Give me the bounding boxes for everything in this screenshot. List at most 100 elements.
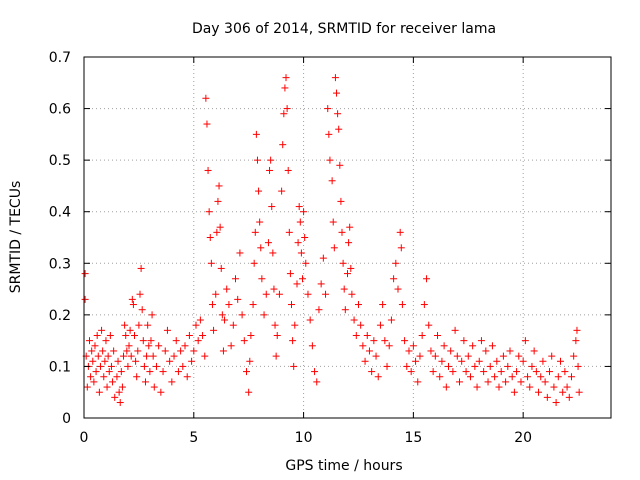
data-point xyxy=(572,337,580,345)
data-point xyxy=(574,362,582,370)
data-point xyxy=(352,331,360,339)
data-point xyxy=(403,362,411,370)
data-point xyxy=(499,352,507,360)
data-point xyxy=(429,368,437,376)
x-tick-label: 20 xyxy=(514,430,532,446)
data-point xyxy=(280,110,288,118)
data-point xyxy=(89,357,97,365)
data-point xyxy=(521,337,529,345)
data-point xyxy=(508,373,516,381)
data-point xyxy=(513,368,521,376)
data-point xyxy=(335,125,343,133)
data-point xyxy=(376,321,384,329)
data-point xyxy=(199,331,207,339)
data-point xyxy=(194,337,202,345)
data-point xyxy=(561,368,569,376)
data-point xyxy=(284,166,292,174)
data-point xyxy=(563,383,571,391)
data-point xyxy=(394,285,402,293)
data-point xyxy=(397,244,405,252)
data-point xyxy=(105,368,113,376)
data-point xyxy=(92,368,100,376)
x-tick-label: 10 xyxy=(295,430,313,446)
data-point xyxy=(381,337,389,345)
data-point xyxy=(217,264,225,272)
data-point xyxy=(128,295,136,303)
data-point xyxy=(205,208,213,216)
data-point xyxy=(100,373,108,381)
data-point xyxy=(546,368,554,376)
data-point xyxy=(267,156,275,164)
data-point xyxy=(482,347,490,355)
data-point xyxy=(285,228,293,236)
data-point xyxy=(251,228,259,236)
data-point xyxy=(141,378,149,386)
data-point xyxy=(192,321,200,329)
data-point xyxy=(91,342,99,350)
data-point xyxy=(363,331,371,339)
data-point xyxy=(425,321,433,329)
y-tick-label: 0.5 xyxy=(49,153,71,169)
y-axis-ticks: 0 0.1 0.2 0.3 0.4 0.5 0.6 0.7 xyxy=(49,50,611,427)
data-point xyxy=(83,383,91,391)
data-point xyxy=(416,352,424,360)
data-point xyxy=(304,290,312,298)
data-point xyxy=(368,368,376,376)
data-point xyxy=(407,368,415,376)
data-point xyxy=(442,383,450,391)
data-point xyxy=(96,362,104,370)
data-point xyxy=(140,362,148,370)
data-point xyxy=(401,337,409,345)
data-point xyxy=(170,352,178,360)
data-point xyxy=(271,321,279,329)
data-point xyxy=(93,331,101,339)
data-point xyxy=(275,290,283,298)
data-point xyxy=(289,337,297,345)
data-point xyxy=(451,326,459,334)
data-point xyxy=(543,393,551,401)
data-point xyxy=(286,270,294,278)
data-point xyxy=(405,347,413,355)
data-point xyxy=(272,352,280,360)
data-point xyxy=(262,290,270,298)
data-point xyxy=(99,347,107,355)
data-point xyxy=(143,352,151,360)
data-point xyxy=(266,166,274,174)
data-point xyxy=(325,130,333,138)
data-point xyxy=(350,316,358,324)
data-point xyxy=(453,352,461,360)
data-point xyxy=(161,347,169,355)
data-point xyxy=(338,228,346,236)
data-point xyxy=(449,368,457,376)
data-point xyxy=(225,301,233,309)
data-point xyxy=(204,166,212,174)
data-point xyxy=(537,373,545,381)
data-point xyxy=(392,259,400,267)
data-point xyxy=(575,388,583,396)
data-point xyxy=(328,177,336,185)
data-point xyxy=(570,352,578,360)
data-point xyxy=(238,311,246,319)
data-point xyxy=(256,218,264,226)
data-point xyxy=(506,347,514,355)
data-point xyxy=(383,362,391,370)
data-point xyxy=(315,306,323,314)
data-point xyxy=(247,331,255,339)
data-point xyxy=(493,357,501,365)
data-point xyxy=(95,388,103,396)
data-point xyxy=(330,244,338,252)
data-point xyxy=(203,120,211,128)
data-point xyxy=(240,337,248,345)
data-point xyxy=(252,130,260,138)
data-point xyxy=(245,388,253,396)
data-point xyxy=(475,357,483,365)
data-point xyxy=(279,141,287,149)
data-point xyxy=(359,342,367,350)
plot-border xyxy=(83,56,612,419)
data-point xyxy=(539,357,547,365)
data-point xyxy=(497,368,505,376)
data-point xyxy=(269,249,277,257)
data-point xyxy=(565,393,573,401)
data-point xyxy=(346,223,354,231)
